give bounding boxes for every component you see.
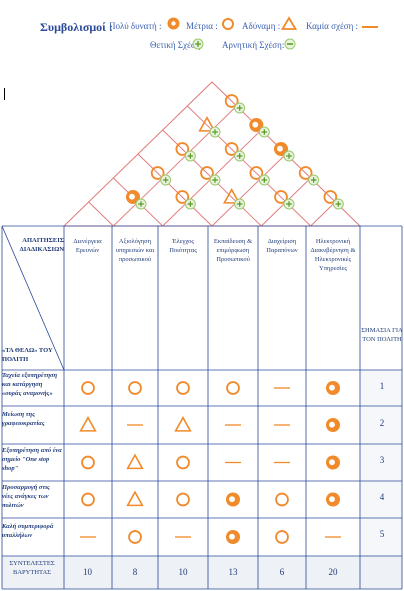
negative-icon bbox=[284, 38, 296, 50]
cell-3-6-symbol bbox=[326, 455, 340, 470]
row-label-2: Μείωση της γραφειοκρατίας bbox=[2, 411, 45, 427]
legend-very-strong-label: Πολύ δυνατή : bbox=[109, 21, 162, 31]
cell-3-2-symbol bbox=[126, 453, 144, 470]
totals-label: ΣΥΝΤΕΛΕΣΤΕΣ ΒΑΡΥΤΗΤΑΣ bbox=[9, 560, 55, 576]
total-6: 20 bbox=[328, 567, 338, 577]
legend-negative-label: Αρνητική Σχέση: bbox=[222, 40, 285, 50]
importance-4: 4 bbox=[379, 492, 385, 502]
cell-4-2-symbol bbox=[126, 490, 144, 507]
column-header-4: Εκπαίδευση & επιμόρφωση Προσωπικού bbox=[213, 238, 253, 263]
cell-4-3-symbol bbox=[176, 492, 190, 507]
cell-4-1-symbol bbox=[81, 492, 95, 507]
cell-2-1-symbol bbox=[79, 416, 97, 432]
grid-lines bbox=[1, 225, 403, 590]
cell-5-5-symbol bbox=[275, 530, 289, 544]
legend-none-label: Καμία σχέση : bbox=[306, 21, 359, 31]
cell-1-6-symbol bbox=[326, 381, 340, 395]
cell-5-4-symbol bbox=[226, 530, 240, 544]
column-header-6: Ηλεκτρονική Διακυβέρνηση & Ηλεκτρονικές … bbox=[310, 238, 356, 272]
cell-2-6-symbol bbox=[326, 418, 340, 432]
cell-5-2-symbol bbox=[128, 530, 142, 544]
positive-icon bbox=[192, 38, 204, 50]
cell-3-3-symbol bbox=[176, 455, 190, 470]
cell-4-5-symbol bbox=[275, 492, 289, 507]
total-4: 13 bbox=[228, 567, 238, 577]
column-header-3: Έλεγχος Ποιότητας bbox=[169, 238, 197, 254]
cell-1-1-symbol bbox=[81, 381, 95, 395]
total-5: 6 bbox=[279, 567, 285, 577]
row-label-1: Ταχεία εξυπηρέτηση και κατάργηση «ουράς … bbox=[2, 372, 58, 397]
legend-weak-label: Αδύναμη : bbox=[242, 21, 281, 31]
legend-title: Συμβολισμοί : bbox=[40, 20, 113, 34]
legend: Συμβολισμοί : Πολύ δυνατή : Μέτρια : Αδύ… bbox=[0, 8, 404, 58]
cell-1-3-symbol bbox=[176, 381, 190, 395]
total-1: 10 bbox=[83, 567, 92, 577]
row-label-5: Καλή συμπεριφορά υπαλλήλων bbox=[2, 523, 54, 539]
importance-header: ΣΗΜΑΣΙΑ ΓΙΑ ΤΟΝ ΠΟΛΙΤΗ bbox=[361, 327, 403, 343]
very-strong-icon bbox=[167, 17, 180, 30]
cell-4-4-symbol bbox=[226, 492, 240, 507]
column-header-5: Διαχείριση Παραπόνων bbox=[266, 238, 298, 254]
cell-1-2-symbol bbox=[128, 381, 142, 395]
legend-medium-label: Μέτρια : bbox=[186, 21, 218, 31]
total-3: 10 bbox=[178, 567, 188, 577]
cell-3-1-symbol bbox=[81, 455, 95, 470]
cell-4-6-symbol bbox=[326, 492, 340, 507]
importance-2: 2 bbox=[379, 418, 385, 428]
legend-positive-label: Θετική Σχέση: bbox=[150, 40, 203, 50]
row-label-4: Προσαρμογή στις νέες ανάγκες των πολιτών bbox=[2, 484, 50, 509]
column-header-1: Διενέργεια Ερευνών bbox=[73, 238, 102, 254]
total-2: 8 bbox=[132, 567, 138, 577]
weak-icon bbox=[281, 16, 297, 30]
column-header-2: Αξιολόγηση υπηρεσιών και προσωπικού bbox=[115, 238, 155, 263]
importance-3: 3 bbox=[379, 455, 385, 465]
medium-icon bbox=[222, 18, 234, 30]
text-cursor bbox=[4, 88, 5, 100]
cell-2-3-symbol bbox=[174, 416, 192, 432]
none-icon bbox=[362, 26, 378, 28]
importance-1: 1 bbox=[379, 381, 385, 391]
requirements-header: ΑΠΑΙΤΗΣΕΙΣ ΔΙΑΔΙΚΑΣΙΩΝ bbox=[19, 237, 64, 253]
row-label-3: Εξυπηρέτηση από ένα σημείο "One stop sho… bbox=[2, 447, 62, 472]
importance-5: 5 bbox=[379, 529, 385, 539]
cell-1-4-symbol bbox=[226, 381, 240, 395]
voice-header: «ΤΑ ΘΕΛΩ» ΤΟΥ ΠΟΛΙΤΗ bbox=[2, 347, 53, 363]
